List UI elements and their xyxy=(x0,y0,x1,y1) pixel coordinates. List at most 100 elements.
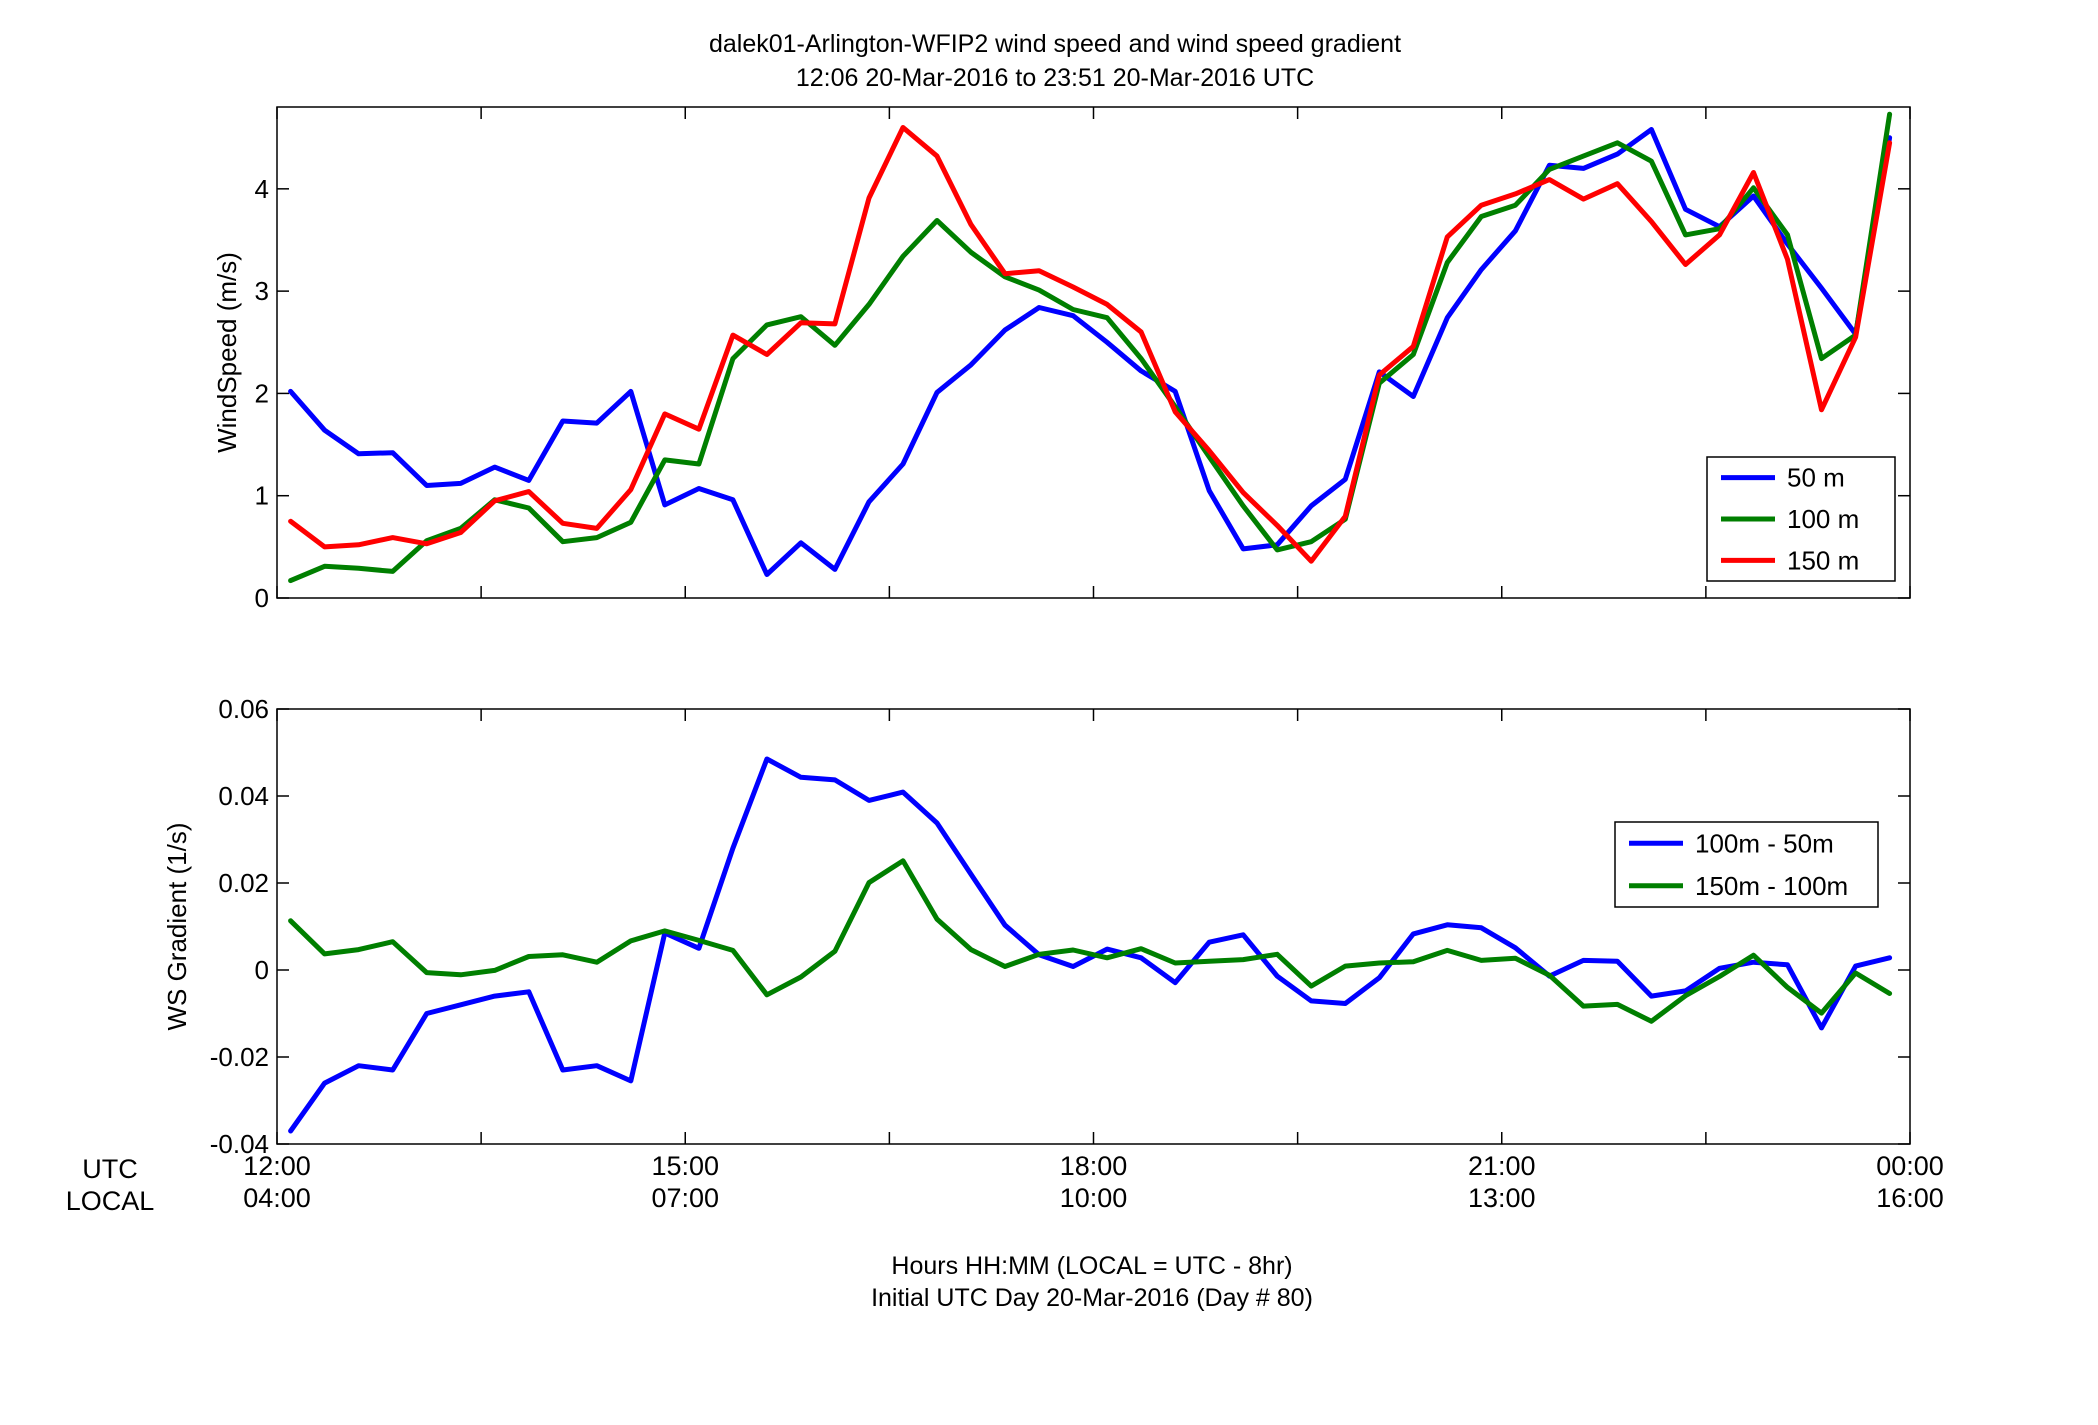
windspeed-series-0-point xyxy=(732,499,734,501)
windspeed-series-2-point xyxy=(902,126,904,129)
windspeed-series-2-point xyxy=(1684,263,1687,266)
windspeed-series-1-point xyxy=(357,567,360,570)
local-tick-label: 04:00 xyxy=(243,1183,311,1213)
windspeed-series-0-point xyxy=(459,482,462,485)
gradient-series-1-point xyxy=(766,993,768,996)
gradient-series-1-point xyxy=(868,881,870,884)
windspeed-series-2-point xyxy=(936,155,938,157)
windspeed-axes-box xyxy=(276,106,1911,599)
windspeed-series-2-point xyxy=(800,322,802,324)
gradient-series-1-point xyxy=(1038,953,1040,956)
windspeed-series-line-1 xyxy=(288,111,1893,584)
gradient-series-0-point xyxy=(1276,975,1279,977)
windspeed-series-2-point xyxy=(561,522,564,525)
gradient-series-1-point xyxy=(1684,994,1687,997)
windspeed-legend-label: 150 m xyxy=(1787,545,1859,575)
chart-title-line1: dalek01-Arlington-WFIP2 wind speed and w… xyxy=(709,30,1401,58)
gradient-series-1-point xyxy=(1820,1012,1823,1014)
windspeed-series-2-point xyxy=(1242,491,1244,494)
windspeed-series-1-point xyxy=(800,315,802,318)
gradient-series-1-point xyxy=(1854,972,1857,974)
gradient-series-0-point xyxy=(1718,967,1721,970)
windspeed-series-2-point xyxy=(527,490,530,493)
windspeed-series-0-point xyxy=(1514,229,1517,232)
windspeed-series-1-point xyxy=(323,565,326,568)
windspeed-series-1-point xyxy=(698,463,700,465)
gradient-series-1-point xyxy=(1548,974,1551,977)
windspeed-series-0-point xyxy=(1752,195,1755,197)
gradient-series-1-point xyxy=(1446,949,1449,952)
gradient-series-1-point xyxy=(289,920,292,922)
windspeed-series-2-point xyxy=(425,542,428,545)
gradient-series-1-point xyxy=(800,976,802,978)
windspeed-y-tick-label: 0 xyxy=(255,583,269,613)
gradient-series-0-point xyxy=(1616,960,1619,963)
gradient-series-0-point xyxy=(1378,977,1381,979)
windspeed-series-2-point xyxy=(493,500,496,502)
local-tick-label: 07:00 xyxy=(651,1183,719,1213)
windspeed-series-0-point xyxy=(1072,314,1074,317)
gradient-series-line-1 xyxy=(288,858,1893,1024)
gradient-series-0-point xyxy=(1854,965,1857,967)
gradient-series-0-point xyxy=(902,791,904,793)
utc-row-label: UTC xyxy=(82,1154,138,1184)
windspeed-series-0-point xyxy=(1548,164,1551,167)
gradient-series-0-point xyxy=(1650,995,1653,997)
gradient-series-1-point xyxy=(1310,985,1313,987)
gradient-series-1-point xyxy=(323,953,326,955)
gradient-y-tick-label: 0 xyxy=(255,955,269,985)
windspeed-series-2-point xyxy=(1650,220,1653,223)
windspeed-series-0-point xyxy=(323,429,326,432)
windspeed-series-0-point xyxy=(595,422,598,424)
windspeed-series-0-point xyxy=(1106,341,1108,344)
windspeed-series-1-point xyxy=(1038,289,1040,291)
x-axis-label-line1: Hours HH:MM (LOCAL = UTC - 8hr) xyxy=(891,1252,1292,1280)
gradient-series-1-point xyxy=(1412,960,1415,963)
gradient-series-0-point xyxy=(1140,957,1142,959)
windspeed-series-0-point xyxy=(1446,316,1449,319)
windspeed-series-1-point xyxy=(561,540,564,543)
windspeed-series-1-point xyxy=(630,521,632,524)
gradient-axes-box xyxy=(276,708,1911,1145)
windspeed-series-2-point xyxy=(1888,142,1891,144)
windspeed-series-1-point xyxy=(902,255,904,258)
gradient-series-1-point xyxy=(1786,986,1789,989)
gradient-series-0-point xyxy=(459,1004,462,1006)
gradient-series-1-point xyxy=(391,940,394,943)
gradient-series-1-point xyxy=(459,973,462,976)
utc-tick-label: 15:00 xyxy=(651,1151,719,1181)
gradient-series-1-point xyxy=(970,948,972,951)
windspeed-series-0-point xyxy=(527,479,530,482)
windspeed-series-0-point xyxy=(1208,489,1210,492)
local-tick-label: 10:00 xyxy=(1060,1183,1128,1213)
gradient-legend-box xyxy=(1614,821,1879,908)
windspeed-series-2-point xyxy=(1174,411,1176,413)
gradient-series-1-point xyxy=(664,930,666,932)
windspeed-series-0-point xyxy=(834,568,836,571)
gradient-series-1-point xyxy=(595,961,598,963)
windspeed-series-1-point xyxy=(936,219,938,222)
windspeed-series-2-point xyxy=(630,488,632,491)
utc-tick-label: 00:00 xyxy=(1876,1151,1944,1181)
gradient-series-1-point xyxy=(698,939,700,942)
windspeed-series-0-point xyxy=(1276,544,1279,546)
windspeed-series-0-point xyxy=(1820,287,1823,289)
gradient-series-1-point xyxy=(1174,962,1176,964)
windspeed-series-0-point xyxy=(1888,136,1891,139)
windspeed-y-tick-label: 2 xyxy=(255,378,269,408)
gradient-panel: -0.04 -0.02 0 0.02 0.04 0.06 WS Gradient (1/s)… xyxy=(162,694,1911,1159)
windspeed-series-1-point xyxy=(1820,357,1823,360)
gradient-series-1-point xyxy=(834,950,836,953)
gradient-series-1-point xyxy=(1480,959,1483,962)
gradient-series-1-point xyxy=(1888,992,1891,995)
windspeed-series-2-point xyxy=(1276,524,1279,527)
gradient-series-1-point xyxy=(1208,960,1210,963)
gradient-series-0-point xyxy=(425,1012,428,1015)
gradient-series-1-point xyxy=(527,955,530,958)
windspeed-series-2-point xyxy=(1582,198,1585,200)
gradient-series-0-point xyxy=(1344,1002,1347,1005)
windspeed-series-2-point xyxy=(1072,286,1074,288)
utc-tick-label: 12:00 xyxy=(243,1151,311,1181)
gradient-series-1-point xyxy=(1106,957,1108,959)
